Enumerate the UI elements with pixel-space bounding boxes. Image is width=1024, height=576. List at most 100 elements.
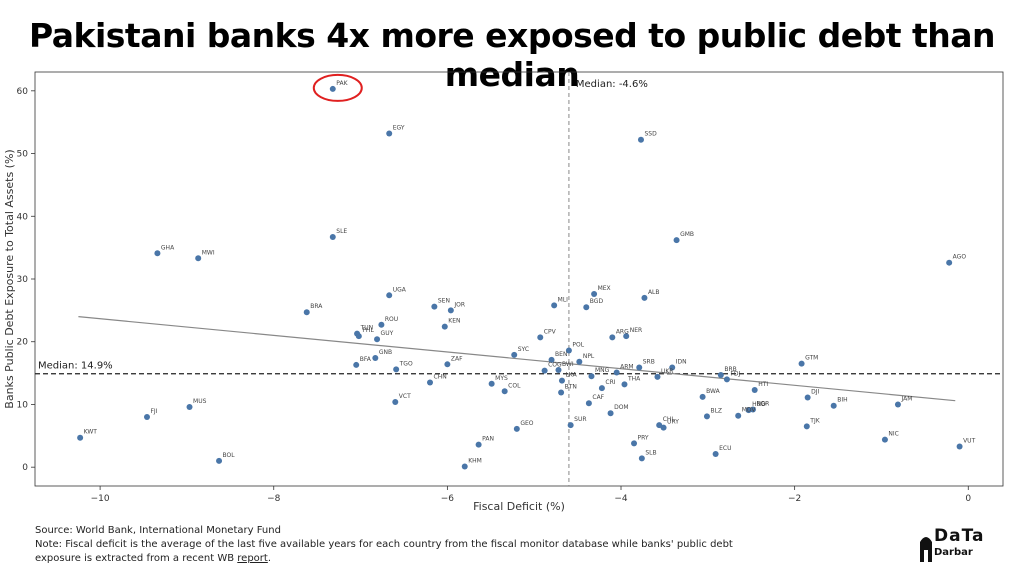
- data-point-label: JAM: [900, 395, 912, 402]
- y-axis-ticks: 0 10 20 30 40 50 60: [17, 87, 35, 473]
- y-tick-label: 10: [17, 400, 29, 410]
- data-point-label: NER: [630, 327, 642, 334]
- data-point: [154, 250, 161, 257]
- data-point-label: BWI: [562, 361, 574, 368]
- data-point-label: BGR: [756, 400, 769, 407]
- data-point-label: GEO: [520, 420, 533, 427]
- data-point: [475, 441, 482, 448]
- data-point-label: TJK: [809, 417, 820, 424]
- data-point-label: CHL: [663, 416, 676, 423]
- data-point: [656, 422, 663, 429]
- data-point: [699, 393, 706, 400]
- x-axis-label: Fiscal Deficit (%): [473, 500, 565, 513]
- data-point-label: VUT: [963, 437, 975, 444]
- data-point: [641, 294, 648, 301]
- data-point-label: ARG: [616, 328, 629, 335]
- data-point-label: BFA: [360, 356, 372, 363]
- mosque-icon: [920, 537, 932, 562]
- data-point-label: BGD: [590, 298, 604, 305]
- data-point-label: COG: [548, 362, 562, 369]
- data-point: [195, 255, 202, 262]
- data-point: [588, 373, 595, 380]
- data-point-label: MWI: [202, 249, 215, 256]
- data-point-label: IDN: [676, 358, 687, 365]
- data-point-label: VCT: [399, 393, 411, 400]
- data-point-label: PAK: [336, 80, 348, 87]
- data-point: [555, 366, 562, 373]
- data-point: [392, 398, 399, 405]
- x-tick-label: −2: [788, 494, 801, 504]
- data-point: [77, 434, 84, 441]
- data-point-label: ROU: [385, 316, 398, 323]
- data-point-label: KWT: [84, 429, 98, 436]
- report-link[interactable]: report: [237, 553, 268, 564]
- data-point: [186, 403, 193, 410]
- data-point: [745, 407, 752, 414]
- data-point: [488, 380, 495, 387]
- data-point-label: ARM: [620, 363, 633, 370]
- data-point: [501, 388, 508, 395]
- data-point: [660, 424, 667, 431]
- x-tick-label: −6: [441, 494, 455, 504]
- data-point: [537, 334, 544, 341]
- data-point: [637, 136, 644, 143]
- data-point: [513, 425, 520, 432]
- data-point-label: GHA: [161, 244, 175, 251]
- median-x-annotation: Median: -4.6%: [576, 79, 648, 90]
- methodology-note: Note: Fiscal deficit is the average of t…: [35, 538, 755, 566]
- data-point: [636, 364, 643, 371]
- data-point: [386, 130, 393, 137]
- data-point: [216, 457, 223, 464]
- data-point: [804, 394, 811, 401]
- data-point-label: BIH: [837, 397, 847, 404]
- data-point: [881, 436, 888, 443]
- data-point-label: SRB: [643, 358, 655, 365]
- y-tick-label: 20: [17, 338, 29, 348]
- data-point: [703, 413, 710, 420]
- data-point-label: MYS: [495, 375, 508, 382]
- data-point-label: TGO: [399, 360, 413, 367]
- data-point: [427, 379, 434, 386]
- data-point-label: BWA: [706, 388, 721, 395]
- trendline: [78, 316, 956, 402]
- data-point-label: MDV: [742, 407, 757, 414]
- trendline-group: [78, 316, 956, 402]
- data-point: [374, 336, 381, 343]
- logo-bottom-text: Darbar: [934, 547, 973, 558]
- data-point-label: MNG: [595, 367, 610, 374]
- data-point-label: KEN: [448, 318, 460, 325]
- data-point-label: SEN: [438, 298, 450, 305]
- data-point: [461, 463, 468, 470]
- data-point-label: MLI: [558, 296, 569, 303]
- plot-border: [34, 71, 1004, 487]
- data-point: [378, 321, 385, 328]
- data-point: [609, 334, 616, 341]
- y-tick-label: 0: [22, 463, 28, 473]
- data-point: [607, 410, 614, 417]
- data-point: [447, 307, 454, 314]
- data-point: [946, 259, 953, 266]
- data-point: [143, 414, 150, 420]
- data-point: [673, 237, 680, 244]
- y-tick-label: 60: [17, 87, 29, 97]
- note-end: .: [267, 553, 272, 564]
- data-point: [613, 369, 620, 376]
- data-points: [77, 85, 963, 470]
- footer-notes: Source: World Bank, International Moneta…: [35, 524, 755, 566]
- data-point-label: GNB: [379, 349, 392, 356]
- data-point-label: NIC: [888, 431, 898, 438]
- data-point: [565, 347, 572, 354]
- data-point-label: ALB: [648, 289, 660, 296]
- source-note: Source: World Bank, International Moneta…: [35, 525, 281, 536]
- data-point: [372, 355, 379, 362]
- data-point-label: GMB: [680, 231, 694, 238]
- data-point-label: BLZ: [710, 407, 722, 414]
- data-point-label: BEN: [555, 351, 567, 358]
- data-point: [798, 360, 805, 367]
- data-point-label: SSD: [644, 131, 657, 138]
- data-point: [654, 373, 661, 380]
- data-point-label: JOR: [453, 301, 465, 308]
- data-point: [551, 302, 558, 309]
- data-point: [567, 422, 574, 429]
- data-point: [576, 358, 583, 365]
